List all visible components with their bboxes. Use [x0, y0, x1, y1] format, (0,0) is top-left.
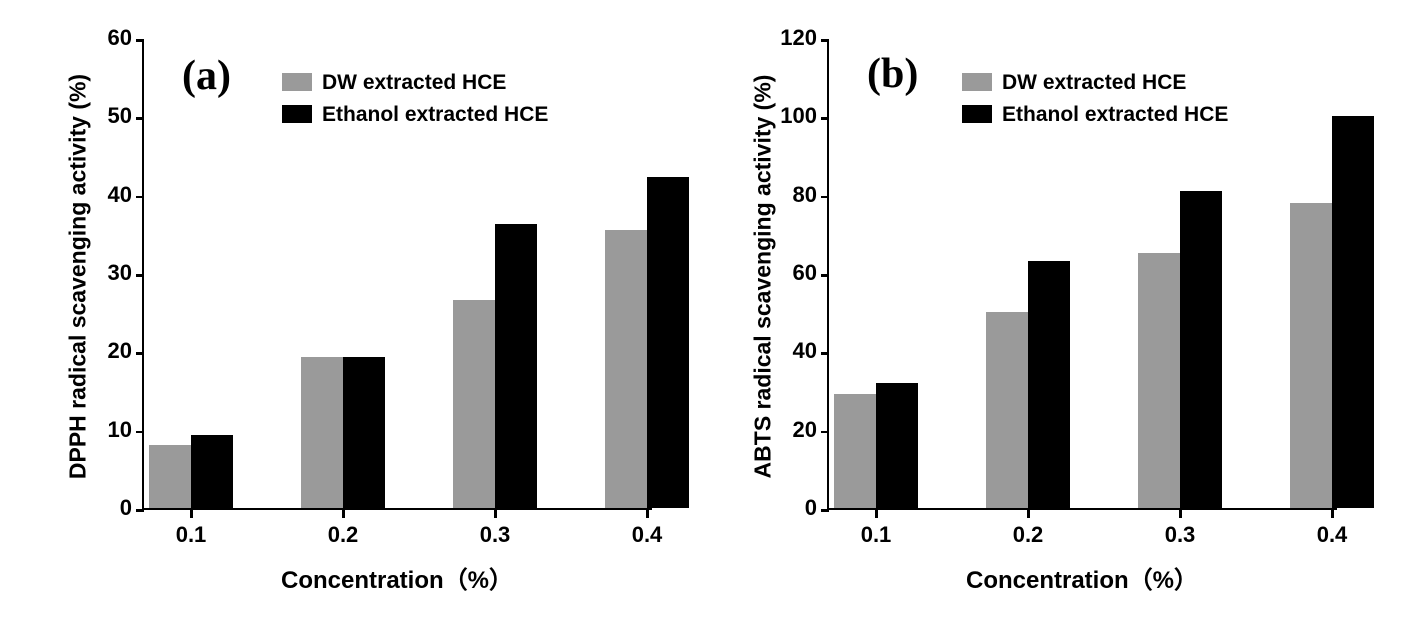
legend-swatch [962, 73, 992, 91]
y-tick [136, 39, 144, 42]
x-tick-label: 0.1 [176, 522, 207, 548]
y-tick-label: 10 [108, 417, 132, 443]
y-tick-label: 40 [108, 182, 132, 208]
y-tick-label: 40 [793, 338, 817, 364]
chart-panel-a: 0 10 20 30 40 50 60 0.1 0.2 0.3 0.4 (a) DW extracted… [52, 20, 672, 615]
legend: DW extracted HCE Ethanol extracted HCE [282, 70, 548, 135]
x-tick [646, 510, 649, 518]
y-tick [821, 274, 829, 277]
x-tick-label: 0.2 [328, 522, 359, 548]
bar [343, 357, 385, 508]
y-tick [136, 274, 144, 277]
legend-text: Ethanol extracted HCE [322, 102, 548, 128]
y-tick-label: 0 [805, 495, 817, 521]
bar [453, 300, 495, 508]
x-tick-label: 0.2 [1013, 522, 1044, 548]
y-tick [136, 509, 144, 512]
x-tick-label: 0.3 [480, 522, 511, 548]
bar [1028, 261, 1070, 508]
x-tick-label: 0.3 [1165, 522, 1196, 548]
y-tick [821, 39, 829, 42]
legend: DW extracted HCE Ethanol extracted HCE [962, 70, 1228, 135]
bar [1332, 116, 1374, 508]
x-tick [1331, 510, 1334, 518]
bar [605, 230, 647, 508]
legend-item: Ethanol extracted HCE [282, 102, 548, 128]
bar [876, 383, 918, 508]
y-tick [821, 117, 829, 120]
legend-item: DW extracted HCE [282, 70, 548, 96]
panel-label: (a) [182, 52, 231, 100]
y-tick-label: 20 [793, 417, 817, 443]
x-tick [190, 510, 193, 518]
x-tick [1027, 510, 1030, 518]
y-tick-label: 50 [108, 103, 132, 129]
legend-item: Ethanol extracted HCE [962, 102, 1228, 128]
x-tick [1179, 510, 1182, 518]
bar [647, 177, 689, 508]
y-tick-label: 30 [108, 260, 132, 286]
x-tick-label: 0.4 [632, 522, 663, 548]
legend-text: Ethanol extracted HCE [1002, 102, 1228, 128]
bar [191, 435, 233, 508]
y-tick [136, 431, 144, 434]
x-tick-label: 0.1 [861, 522, 892, 548]
legend-swatch [962, 105, 992, 123]
x-tick [342, 510, 345, 518]
legend-swatch [282, 73, 312, 91]
y-tick [821, 431, 829, 434]
y-tick-label: 20 [108, 338, 132, 364]
y-tick-label: 120 [780, 25, 817, 51]
x-axis-title: Concentration（%） [966, 560, 1198, 595]
bar [1180, 191, 1222, 508]
legend-item: DW extracted HCE [962, 70, 1228, 96]
x-tick [875, 510, 878, 518]
bar [301, 357, 343, 508]
y-axis-title: DPPH radical scavenging activity (%) [65, 42, 92, 512]
bar [149, 445, 191, 508]
y-tick-label: 0 [120, 495, 132, 521]
bar [986, 312, 1028, 508]
bar [1138, 253, 1180, 508]
y-tick [136, 117, 144, 120]
y-tick [136, 196, 144, 199]
bar [1290, 203, 1332, 509]
x-tick [494, 510, 497, 518]
y-tick [821, 352, 829, 355]
x-axis-title: Concentration（%） [281, 560, 513, 595]
bar [495, 224, 537, 508]
y-tick-label: 80 [793, 182, 817, 208]
y-tick-label: 60 [793, 260, 817, 286]
bar [834, 394, 876, 508]
x-tick-label: 0.4 [1317, 522, 1348, 548]
legend-swatch [282, 105, 312, 123]
y-tick-label: 60 [108, 25, 132, 51]
y-tick [136, 352, 144, 355]
y-axis-title: ABTS radical scavenging activity (%) [750, 42, 777, 512]
legend-text: DW extracted HCE [1002, 70, 1186, 96]
y-tick [821, 509, 829, 512]
y-tick-label: 100 [780, 103, 817, 129]
chart-panel-b: 0 20 40 60 80 100 120 0.1 0.2 0.3 0.4 (b) DW extract… [732, 20, 1352, 615]
y-tick [821, 196, 829, 199]
panel-label: (b) [867, 50, 918, 98]
legend-text: DW extracted HCE [322, 70, 506, 96]
